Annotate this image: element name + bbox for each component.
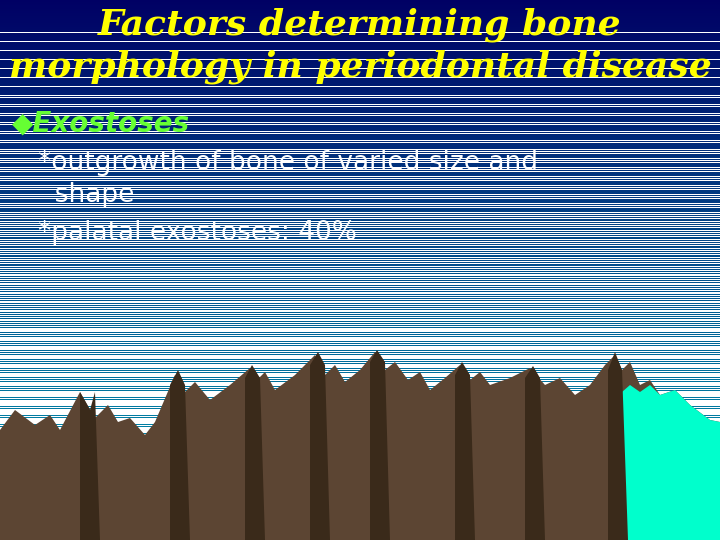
Polygon shape bbox=[80, 392, 100, 540]
Polygon shape bbox=[245, 365, 265, 540]
Polygon shape bbox=[170, 370, 190, 540]
Polygon shape bbox=[370, 350, 390, 540]
Text: shape: shape bbox=[38, 182, 135, 208]
Text: ◆Exostoses: ◆Exostoses bbox=[12, 110, 190, 138]
Text: *palatal exostoses: 40%: *palatal exostoses: 40% bbox=[38, 220, 357, 246]
Text: morphology in periodontal disease: morphology in periodontal disease bbox=[9, 50, 711, 84]
Polygon shape bbox=[310, 352, 330, 540]
Polygon shape bbox=[455, 362, 475, 540]
Text: Factors determining bone: Factors determining bone bbox=[98, 8, 622, 43]
Polygon shape bbox=[0, 352, 720, 540]
Polygon shape bbox=[525, 366, 545, 540]
Polygon shape bbox=[608, 352, 628, 540]
Text: *outgrowth of bone of varied size and: *outgrowth of bone of varied size and bbox=[38, 150, 538, 176]
Polygon shape bbox=[615, 355, 720, 540]
